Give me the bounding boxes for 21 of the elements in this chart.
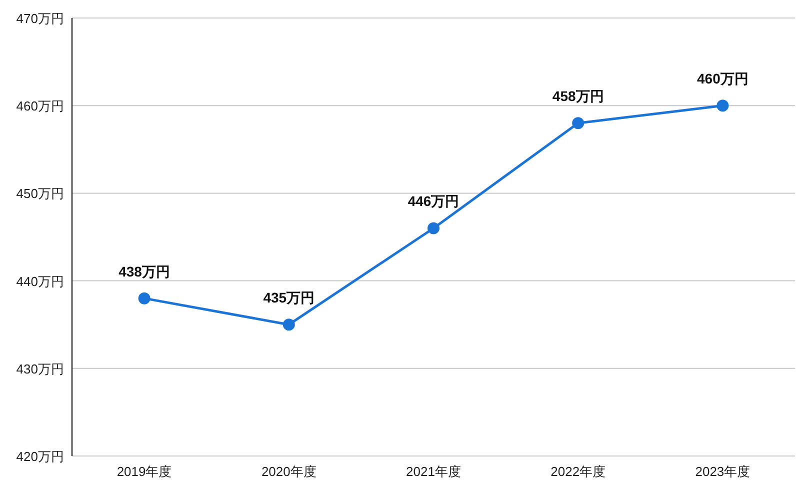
x-tick-label: 2019年度 [116, 464, 172, 479]
x-tick-label: 2020年度 [261, 464, 316, 479]
x-tick-label: 2023年度 [695, 464, 750, 479]
data-label: 458万円 [552, 88, 604, 104]
point [138, 292, 150, 304]
point [282, 318, 295, 331]
y-tick-label: 420万円 [16, 449, 64, 464]
data-label: 438万円 [118, 263, 170, 280]
y-tick-label: 450万円 [16, 186, 64, 202]
y-tick-label: 430万円 [16, 361, 64, 376]
point [716, 100, 729, 112]
y-tick-label: 460万円 [16, 98, 64, 114]
point [572, 117, 584, 130]
data-label: 446万円 [408, 193, 460, 210]
data-label: 435万円 [263, 290, 315, 306]
x-tick-label: 2022年度 [550, 464, 606, 479]
data-label: 460万円 [697, 70, 748, 87]
x-tick-label: 2021年度 [406, 464, 461, 479]
y-tick-label: 440万円 [16, 274, 64, 289]
point [428, 222, 440, 234]
y-tick-label: 470万円 [16, 11, 64, 26]
